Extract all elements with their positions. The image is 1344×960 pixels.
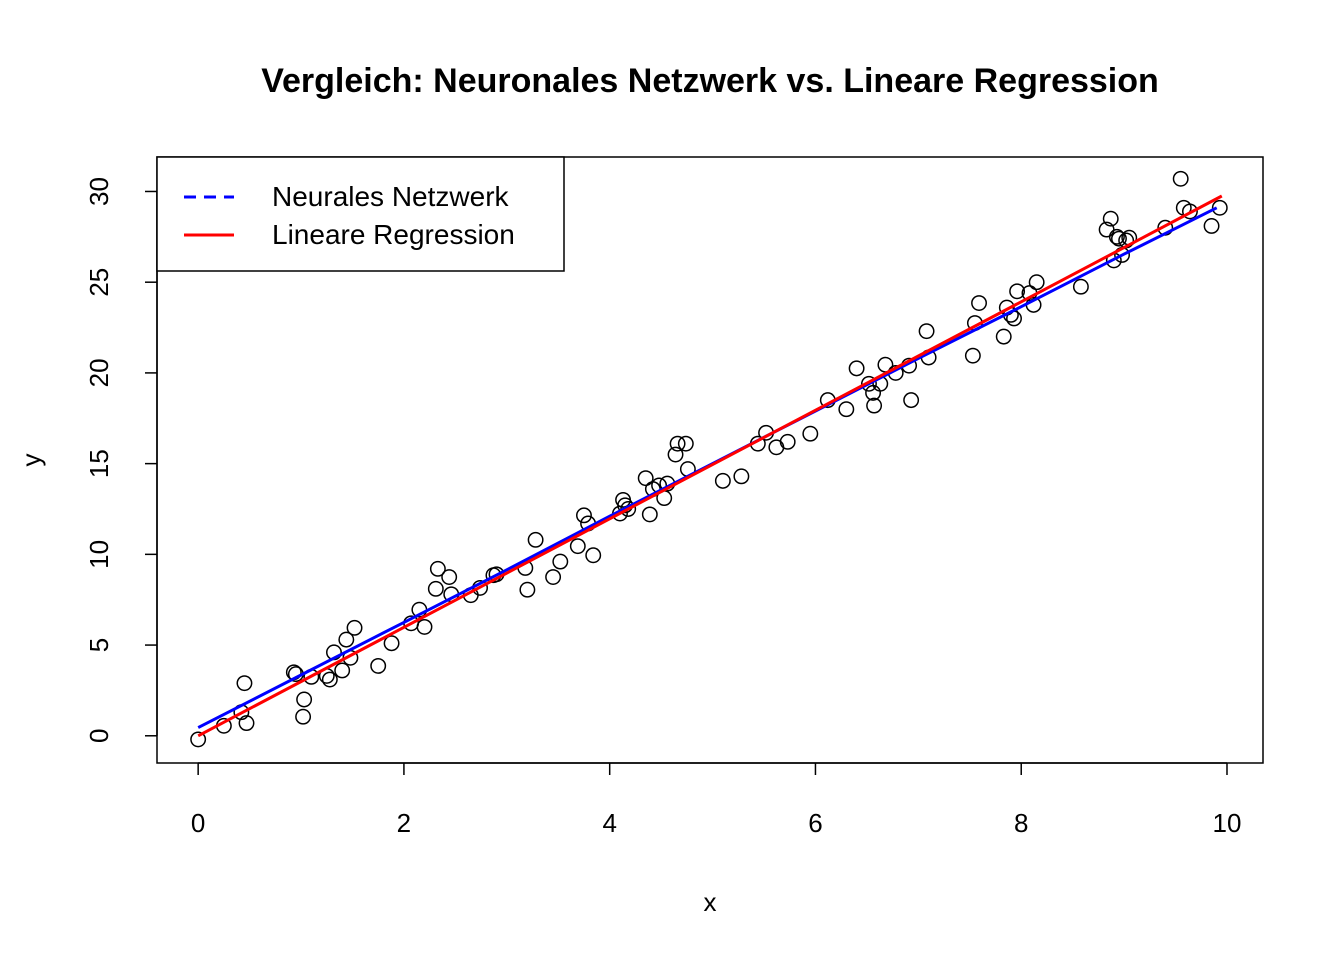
data-point	[838, 401, 855, 418]
data-point	[641, 506, 658, 523]
x-tick-label: 8	[1014, 808, 1028, 838]
x-tick-label: 2	[397, 808, 411, 838]
data-point	[964, 347, 981, 364]
data-point	[552, 553, 569, 570]
data-point	[1072, 278, 1089, 295]
data-point	[866, 397, 883, 414]
data-point	[677, 435, 694, 452]
series-lines	[197, 194, 1223, 738]
data-point	[1102, 210, 1119, 227]
data-point	[295, 708, 312, 725]
data-point	[733, 468, 750, 485]
y-tick-label: 25	[84, 268, 114, 297]
data-point	[190, 731, 207, 748]
data-point	[585, 547, 602, 564]
data-point	[346, 619, 363, 636]
data-point	[527, 531, 544, 548]
data-point	[334, 662, 351, 679]
y-tick-label: 30	[84, 177, 114, 206]
data-point	[321, 671, 338, 688]
x-tick-label: 4	[602, 808, 616, 838]
x-tick-label: 6	[808, 808, 822, 838]
x-tick-label: 10	[1213, 808, 1242, 838]
y-tick-label: 20	[84, 358, 114, 387]
data-point	[238, 715, 255, 732]
y-axis-label: y	[16, 454, 46, 467]
data-point	[971, 295, 987, 312]
plot-frame	[156, 156, 1264, 764]
data-point	[1203, 217, 1220, 234]
data-point	[779, 433, 796, 450]
data-point	[903, 392, 920, 409]
data-point	[1172, 170, 1189, 187]
data-point	[1211, 199, 1228, 216]
data-point	[370, 657, 387, 674]
data-point	[576, 507, 592, 524]
legend-label: Lineare Regression	[272, 219, 515, 250]
data-point	[918, 323, 935, 340]
axes: 0 2 4 6 8 10 0 5 10 15 20 25 30	[84, 177, 1241, 838]
data-point	[1028, 274, 1045, 291]
data-point	[669, 435, 686, 452]
legend-box	[156, 156, 565, 272]
data-point	[861, 375, 877, 392]
data-point	[338, 631, 355, 648]
data-point	[714, 472, 731, 489]
data-point	[802, 425, 819, 442]
x-tick-label: 0	[191, 808, 205, 838]
data-point	[416, 618, 433, 635]
data-point	[848, 360, 865, 377]
data-point	[1009, 283, 1026, 300]
data-point	[667, 446, 684, 463]
y-tick-label: 15	[84, 449, 114, 478]
data-point	[995, 328, 1012, 345]
data-point	[429, 560, 446, 577]
data-point	[383, 635, 400, 652]
data-point	[1108, 228, 1125, 245]
data-point	[569, 538, 586, 555]
data-point	[1182, 203, 1198, 220]
data-point	[519, 581, 536, 598]
chart-title: Vergleich: Neuronales Netzwerk vs. Linea…	[261, 62, 1159, 100]
data-point	[545, 569, 562, 585]
y-tick-label: 0	[84, 729, 114, 743]
data-point	[1111, 230, 1127, 247]
data-point	[768, 439, 785, 456]
data-point	[236, 675, 253, 692]
legend-label: Neurales Netzwerk	[272, 181, 510, 212]
x-axis-label: x	[704, 887, 717, 917]
legend: Neurales Netzwerk Lineare Regression	[156, 156, 565, 272]
y-tick-label: 5	[84, 638, 114, 652]
data-point	[441, 569, 458, 585]
data-point	[296, 691, 313, 708]
y-tick-label: 10	[84, 540, 114, 569]
data-point	[427, 580, 444, 597]
data-point	[637, 470, 654, 487]
series-line	[197, 194, 1223, 738]
